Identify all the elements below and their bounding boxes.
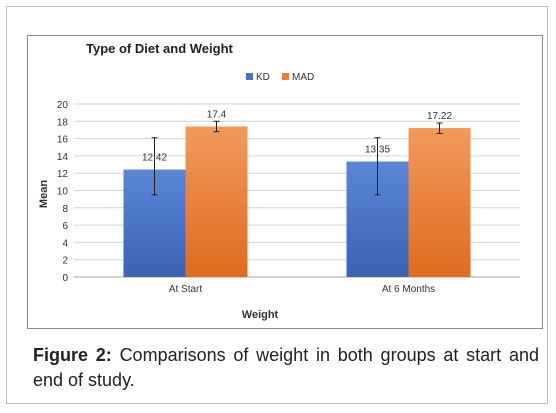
caption-label: Figure 2: bbox=[33, 345, 112, 365]
value-labels: 12.42 17.4 13.35 17.22 bbox=[142, 109, 452, 163]
y-tick-label: 18 bbox=[57, 117, 69, 128]
legend-label-kd: KD bbox=[256, 72, 270, 83]
legend-label-mad: MAD bbox=[292, 72, 314, 83]
figure-frame: Type of Diet and Weight KD MAD 0 2 4 6 8 10 12 1… bbox=[6, 6, 548, 404]
data-label: 13.35 bbox=[365, 145, 390, 156]
y-tick-label: 0 bbox=[62, 273, 68, 284]
bar-mad bbox=[408, 128, 471, 277]
y-tick-label: 8 bbox=[62, 204, 68, 215]
x-axis-ticks: At Start At 6 Months bbox=[169, 284, 435, 295]
y-tick-label: 12 bbox=[57, 169, 69, 180]
data-label: 17.4 bbox=[207, 109, 227, 120]
y-tick-label: 2 bbox=[62, 256, 68, 267]
legend: KD MAD bbox=[246, 72, 314, 83]
caption-text: Comparisons of weight in both groups at … bbox=[33, 345, 539, 390]
y-tick-label: 14 bbox=[57, 152, 69, 163]
y-tick-label: 16 bbox=[57, 135, 69, 146]
data-label: 12.42 bbox=[142, 153, 167, 164]
y-axis-ticks: 0 2 4 6 8 10 12 14 16 18 20 bbox=[57, 100, 69, 284]
y-tick-label: 4 bbox=[62, 238, 68, 249]
y-tick-label: 6 bbox=[62, 221, 68, 232]
y-tick-label: 10 bbox=[57, 187, 69, 198]
error-bars bbox=[151, 120, 443, 196]
x-tick-label: At 6 Months bbox=[382, 284, 435, 295]
bars bbox=[123, 126, 471, 278]
x-tick-label: At Start bbox=[169, 284, 203, 295]
legend-swatch-mad bbox=[282, 73, 289, 80]
x-axis-label: Weight bbox=[242, 309, 279, 321]
bar-mad bbox=[185, 126, 248, 278]
y-axis-label: Mean bbox=[38, 180, 50, 208]
chart-title: Type of Diet and Weight bbox=[86, 41, 234, 56]
legend-swatch-kd bbox=[246, 73, 253, 80]
data-label: 17.22 bbox=[427, 111, 452, 122]
y-tick-label: 20 bbox=[57, 100, 69, 111]
chart-area: Type of Diet and Weight KD MAD 0 2 4 6 8 10 12 1… bbox=[27, 35, 543, 329]
bar-chart: Type of Diet and Weight KD MAD 0 2 4 6 8 10 12 1… bbox=[38, 41, 520, 321]
figure-caption: Figure 2: Comparisons of weight in both … bbox=[33, 343, 539, 393]
